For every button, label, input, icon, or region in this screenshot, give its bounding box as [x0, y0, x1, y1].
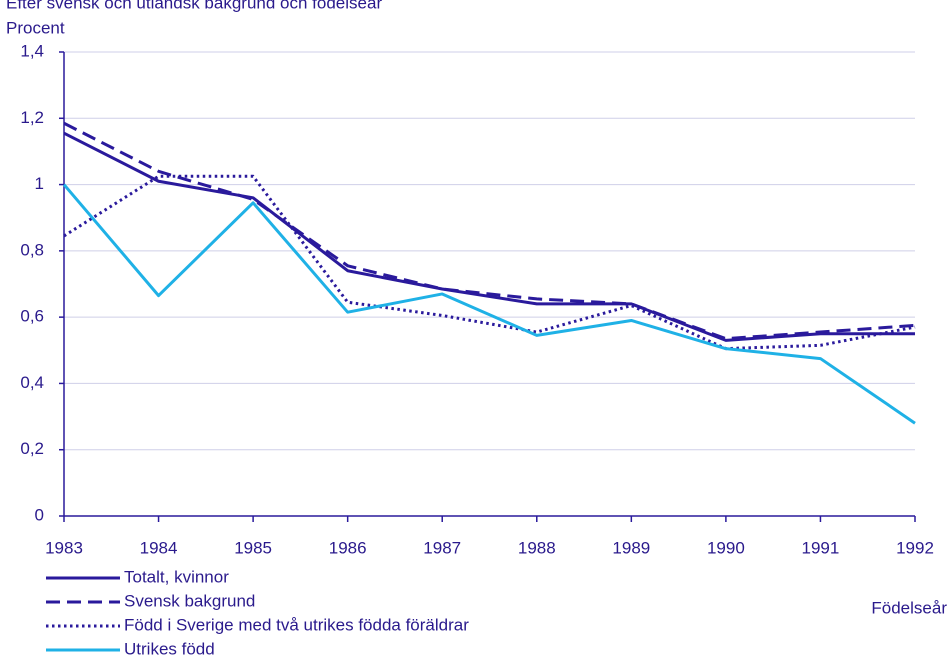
x-axis-label: Födelseår — [871, 598, 947, 617]
y-tick-label: 0,2 — [20, 439, 44, 458]
x-tick-label: 1984 — [140, 538, 178, 557]
y-tick-label: 1 — [35, 174, 44, 193]
legend-label: Född i Sverige med två utrikes födda för… — [124, 615, 469, 634]
x-tick-label: 1987 — [423, 538, 461, 557]
y-tick-label: 1,2 — [20, 108, 44, 127]
series-line — [63, 131, 915, 342]
series-line — [63, 121, 916, 341]
chart-subtitle: Efter svensk och utländsk bakgrund och f… — [6, 0, 382, 12]
series-line — [63, 174, 916, 351]
x-tick-label: 1985 — [234, 538, 272, 557]
y-tick-label: 0,4 — [20, 373, 44, 392]
x-tick-label: 1991 — [802, 538, 840, 557]
x-tick-label: 1990 — [707, 538, 745, 557]
x-tick-label: 1992 — [896, 538, 934, 557]
x-tick-label: 1983 — [45, 538, 83, 557]
x-tick-label: 1986 — [329, 538, 367, 557]
x-tick-label: 1988 — [518, 538, 556, 557]
series-line — [62, 183, 916, 425]
y-tick-label: 0,8 — [20, 240, 44, 259]
y-tick-label: 1,4 — [20, 41, 44, 60]
legend-label: Svensk bakgrund — [124, 591, 255, 610]
legend-label: Utrikes född — [124, 639, 215, 658]
x-tick-label: 1989 — [612, 538, 650, 557]
y-tick-label: 0 — [35, 505, 44, 524]
y-axis-label: Procent — [6, 18, 65, 37]
legend-label: Totalt, kvinnor — [124, 567, 229, 586]
y-tick-label: 0,6 — [20, 307, 44, 326]
